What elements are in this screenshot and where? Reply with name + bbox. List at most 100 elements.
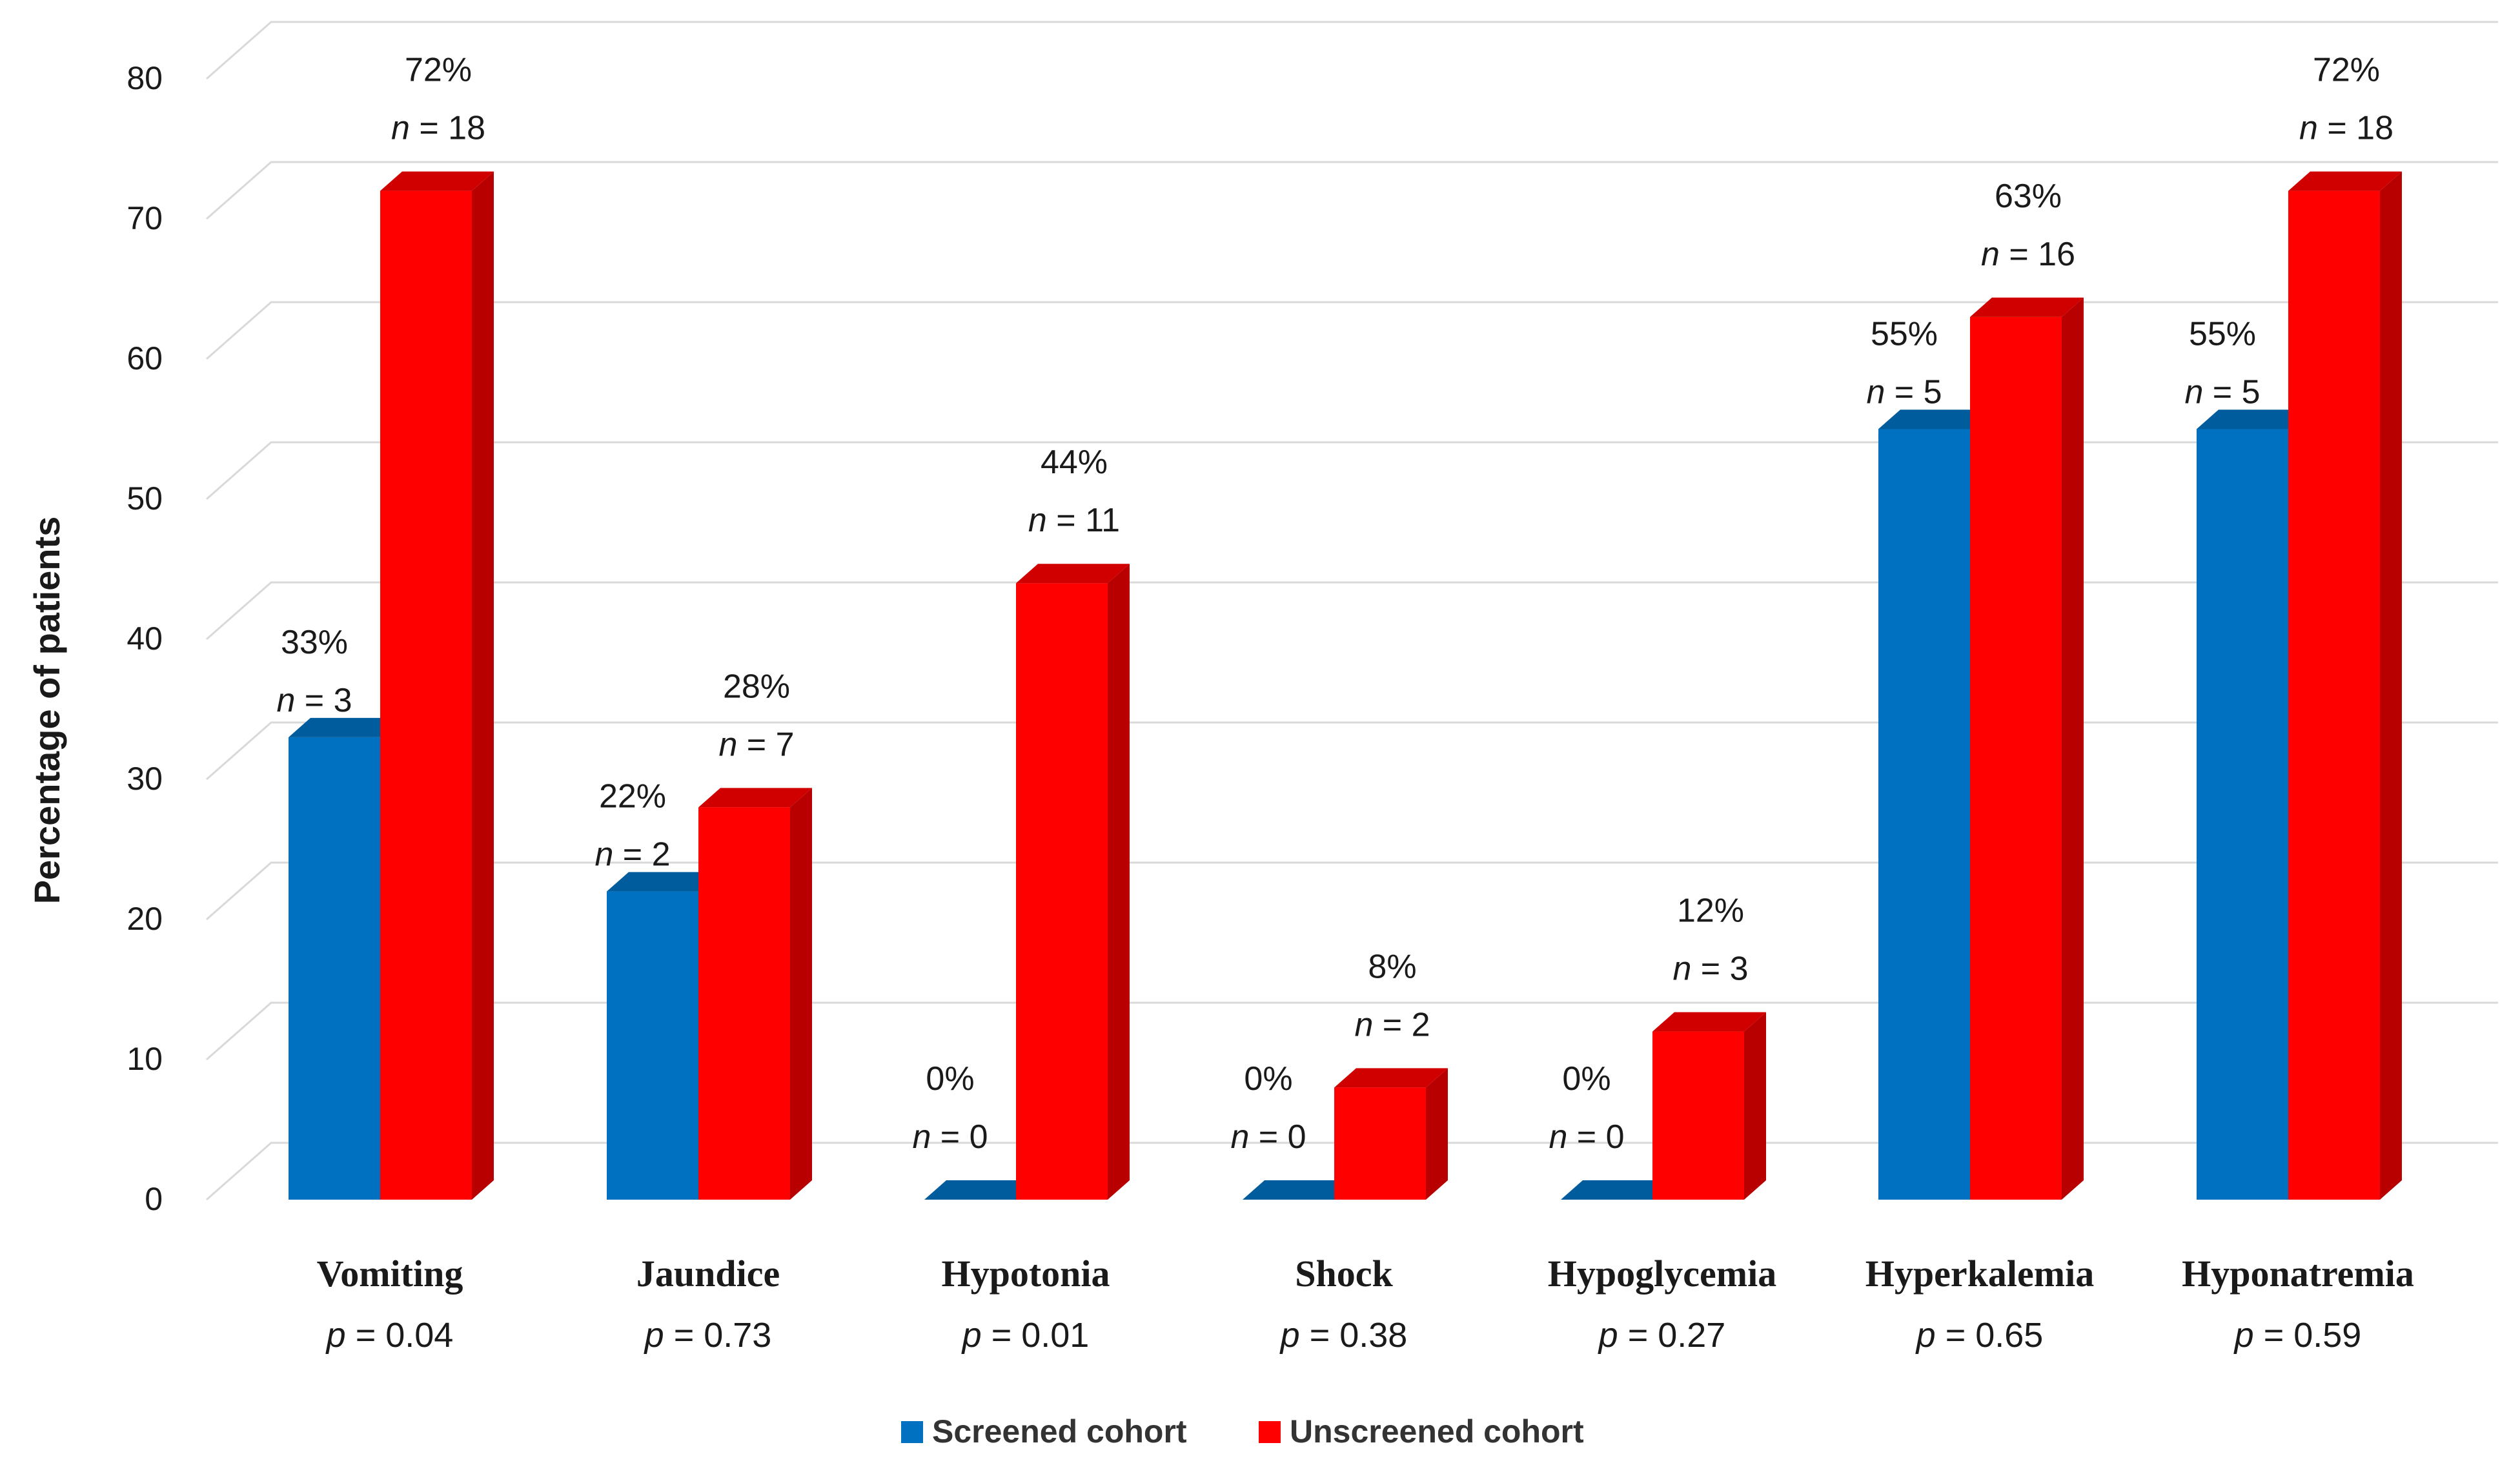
bar-unscreened <box>1016 564 1130 1200</box>
category-label: Hyponatremia <box>2182 1253 2414 1295</box>
category-labels: Vomiting p = 0.04 Jaundice p = 0.73 Hypotoni… <box>317 1253 2414 1355</box>
bar-unscreened-top <box>1016 564 1130 584</box>
bar-unscreened-side <box>2062 297 2084 1200</box>
screened-percent-label: 33% <box>281 624 348 661</box>
p-value-label: p = 0.59 <box>2233 1316 2362 1355</box>
bar-unscreened-front <box>1016 583 1108 1200</box>
gridline <box>206 861 2498 921</box>
p-value-label: p = 0.38 <box>1279 1316 1408 1355</box>
bar-screened-top <box>289 717 402 737</box>
y-tick-label: 50 <box>127 480 163 517</box>
bar-unscreened-front <box>1652 1031 1744 1200</box>
screened-percent-label: 0% <box>1562 1060 1611 1098</box>
bar-unscreened-front <box>2288 190 2380 1200</box>
screened-n-label: n = 0 <box>912 1118 988 1156</box>
bar-unscreened-front <box>1970 316 2062 1200</box>
unscreened-n-label: n = 2 <box>1354 1006 1430 1043</box>
bar-unscreened-side <box>1426 1068 1448 1200</box>
bar-screened-front <box>289 737 380 1200</box>
y-axis-label: Percentage of patients <box>26 517 67 905</box>
y-axis-ticks: 0 10 20 30 40 50 60 70 80 <box>127 60 163 1217</box>
bar-unscreened-top <box>380 171 494 191</box>
bar-unscreened-side <box>472 171 494 1200</box>
category-label: Shock <box>1295 1253 1393 1295</box>
bar-screened-top <box>2197 409 2310 429</box>
category-label: Jaundice <box>636 1253 780 1295</box>
bar-unscreened-side <box>790 788 812 1200</box>
gridline <box>206 161 2498 220</box>
screened-percent-label: 55% <box>2189 316 2256 353</box>
bar-screened-top <box>1243 1180 1356 1200</box>
legend-label-unscreened: Unscreened cohort <box>1290 1413 1584 1450</box>
category-label: Hypotonia <box>941 1253 1110 1295</box>
y-tick-label: 30 <box>127 761 163 797</box>
category-label: Hypoglycemia <box>1548 1253 1776 1295</box>
bar-screened-front <box>1878 429 1970 1200</box>
bar-screened <box>1561 1180 1674 1200</box>
bar-unscreened-top <box>1970 297 2084 317</box>
bar-unscreened <box>698 788 812 1200</box>
unscreened-n-label: n = 3 <box>1672 950 1748 988</box>
bar-unscreened <box>1652 1012 1766 1200</box>
unscreened-percent-label: 8% <box>1368 948 1416 985</box>
unscreened-n-label: n = 11 <box>1028 502 1120 539</box>
bar-unscreened-top <box>2288 171 2402 191</box>
y-tick-label: 20 <box>127 901 163 937</box>
gridline <box>206 21 2498 80</box>
data-labels: 33% n = 3 72% n = 18 22% n = 2 28% n = 7 0% n = 0… <box>276 52 2393 1156</box>
gridline <box>206 301 2498 360</box>
unscreened-n-label: n = 18 <box>2299 110 2393 147</box>
gridlines <box>206 21 2498 1201</box>
bar-screened-top <box>1878 409 1992 429</box>
unscreened-n-label: n = 16 <box>1981 236 2075 273</box>
legend-swatch-unscreened <box>1259 1421 1281 1443</box>
bar-screened-top <box>1561 1180 1674 1200</box>
unscreened-n-label: n = 7 <box>718 726 794 763</box>
bar-unscreened-top <box>698 788 812 808</box>
screened-percent-label: 0% <box>926 1060 974 1098</box>
bar-screened-top <box>924 1180 1038 1200</box>
bar-unscreened <box>1970 297 2084 1200</box>
unscreened-percent-label: 63% <box>1995 178 2062 215</box>
bar-screened <box>924 1180 1038 1200</box>
unscreened-n-label: n = 18 <box>391 110 485 147</box>
p-value-label: p = 0.01 <box>961 1316 1090 1355</box>
screened-percent-label: 0% <box>1244 1060 1292 1098</box>
bar-screened <box>1243 1180 1356 1200</box>
unscreened-percent-label: 44% <box>1041 444 1108 481</box>
bar-unscreened-front <box>380 190 472 1200</box>
p-value-label: p = 0.04 <box>325 1316 454 1355</box>
unscreened-percent-label: 72% <box>405 52 472 89</box>
y-tick-label: 60 <box>127 340 163 376</box>
gridline <box>206 721 2498 781</box>
bar-unscreened <box>380 171 494 1200</box>
screened-n-label: n = 0 <box>1230 1118 1306 1156</box>
screened-n-label: n = 0 <box>1549 1118 1624 1156</box>
legend-swatch-screened <box>901 1421 923 1443</box>
bar-unscreened-front <box>698 807 790 1200</box>
legend-label-screened: Screened cohort <box>932 1413 1187 1450</box>
unscreened-percent-label: 12% <box>1677 892 1744 930</box>
gridline <box>206 1001 2498 1061</box>
screened-n-label: n = 2 <box>594 836 670 874</box>
screened-n-label: n = 3 <box>276 682 352 719</box>
y-tick-label: 80 <box>127 60 163 96</box>
y-tick-label: 10 <box>127 1041 163 1077</box>
legend: Screened cohort Unscreened cohort <box>901 1413 1584 1450</box>
bar-unscreened-top <box>1652 1012 1766 1032</box>
category-label: Vomiting <box>317 1253 463 1295</box>
screened-n-label: n = 5 <box>1866 374 1942 411</box>
unscreened-percent-label: 72% <box>2313 52 2380 89</box>
screened-percent-label: 55% <box>1871 316 1938 353</box>
gridline <box>206 581 2498 641</box>
p-value-label: p = 0.65 <box>1915 1316 2044 1355</box>
screened-percent-label: 22% <box>599 778 666 815</box>
p-value-label: p = 0.27 <box>1598 1316 1726 1355</box>
bar-screened-front <box>607 891 698 1200</box>
screened-n-label: n = 5 <box>2184 374 2260 411</box>
p-value-label: p = 0.73 <box>644 1316 772 1355</box>
bar-unscreened <box>1334 1068 1448 1200</box>
bars <box>289 171 2402 1200</box>
